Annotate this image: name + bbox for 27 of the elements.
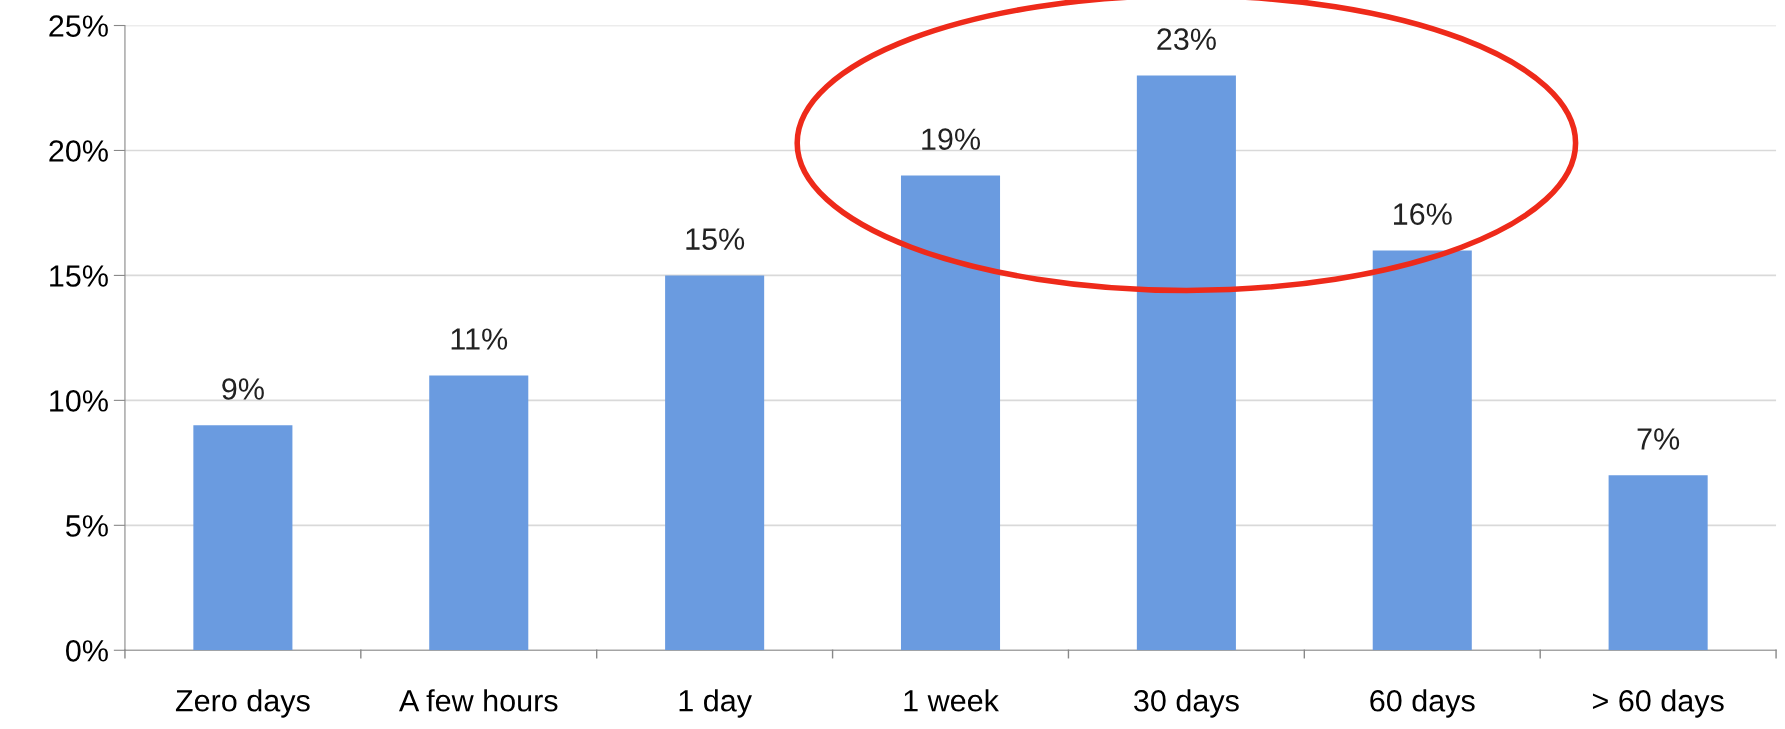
y-tick-label: 10% — [50, 390, 108, 412]
data-label: 19% — [922, 128, 980, 150]
bar — [1372, 250, 1472, 651]
y-tick-label: 5% — [66, 515, 108, 537]
x-tick-label: 60 days — [1370, 689, 1475, 718]
data-label: 16% — [1394, 203, 1452, 225]
data-label: 15% — [686, 228, 745, 250]
data-label: 11% — [451, 328, 508, 350]
x-tick-label: 30 days — [1134, 689, 1239, 718]
data-label: 9% — [222, 378, 264, 400]
x-tick-label: A few hours — [399, 689, 558, 712]
data-label: 23% — [1157, 28, 1216, 51]
y-tick-label: 20% — [49, 140, 108, 162]
bar — [665, 275, 765, 651]
y-tick-label: 0% — [66, 640, 108, 662]
bar — [1136, 75, 1236, 651]
y-tick-label: 25% — [49, 15, 108, 37]
bar — [900, 175, 1001, 651]
x-tick-label: > 60 days — [1592, 689, 1724, 718]
data-label: 7% — [1637, 428, 1680, 450]
bar — [429, 375, 529, 651]
x-tick-label: 1 week — [904, 689, 999, 712]
x-tick-label: 1 day — [679, 689, 752, 718]
bar — [1608, 475, 1708, 651]
x-tick-label: Zero days — [175, 689, 310, 718]
y-tick-label: 15% — [50, 265, 108, 287]
bar — [193, 425, 293, 651]
